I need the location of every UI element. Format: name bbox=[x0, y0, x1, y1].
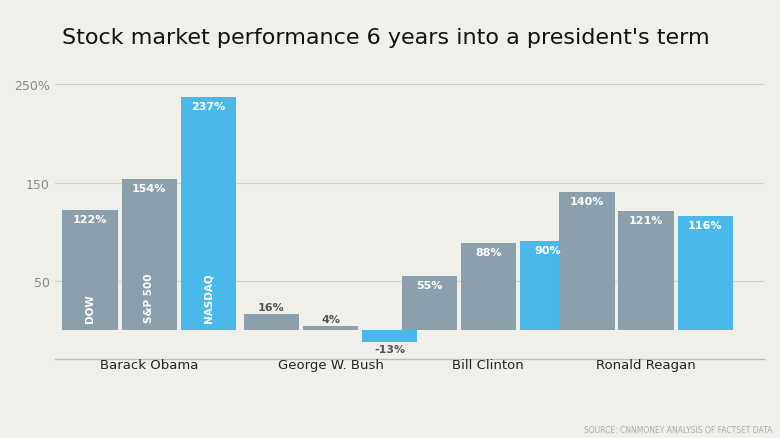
Text: George W. Bush: George W. Bush bbox=[278, 358, 384, 371]
Bar bbox=[520, 242, 575, 330]
Bar bbox=[303, 326, 358, 330]
Bar bbox=[122, 179, 177, 330]
Bar bbox=[678, 216, 733, 330]
Text: Bill Clinton: Bill Clinton bbox=[452, 358, 524, 371]
Text: 16%: 16% bbox=[258, 302, 285, 312]
Bar bbox=[362, 330, 417, 343]
Bar bbox=[181, 98, 236, 330]
Text: -13%: -13% bbox=[374, 344, 406, 354]
Bar bbox=[62, 211, 118, 330]
Text: 90%: 90% bbox=[534, 246, 561, 256]
Bar bbox=[619, 212, 674, 330]
Text: 140%: 140% bbox=[569, 197, 604, 207]
Text: NASDAQ: NASDAQ bbox=[204, 272, 214, 322]
Text: 55%: 55% bbox=[416, 280, 442, 290]
Text: Barack Obama: Barack Obama bbox=[100, 358, 198, 371]
Bar bbox=[559, 193, 615, 330]
Text: 122%: 122% bbox=[73, 214, 108, 224]
Bar bbox=[461, 244, 516, 330]
Bar bbox=[244, 314, 299, 330]
Text: Ronald Reagan: Ronald Reagan bbox=[596, 358, 696, 371]
Text: 237%: 237% bbox=[191, 102, 225, 112]
Text: 88%: 88% bbox=[475, 247, 502, 258]
Text: S&P 500: S&P 500 bbox=[144, 272, 154, 322]
Text: 4%: 4% bbox=[321, 314, 340, 324]
Bar bbox=[402, 276, 457, 330]
Text: Stock market performance 6 years into a president's term: Stock market performance 6 years into a … bbox=[62, 28, 709, 48]
Text: 121%: 121% bbox=[629, 215, 663, 225]
Text: SOURCE: CNNMONEY ANALYSIS OF FACTSET DATA: SOURCE: CNNMONEY ANALYSIS OF FACTSET DAT… bbox=[583, 424, 772, 434]
Text: 116%: 116% bbox=[688, 220, 722, 230]
Text: 154%: 154% bbox=[132, 183, 166, 193]
Text: DOW: DOW bbox=[85, 293, 95, 322]
